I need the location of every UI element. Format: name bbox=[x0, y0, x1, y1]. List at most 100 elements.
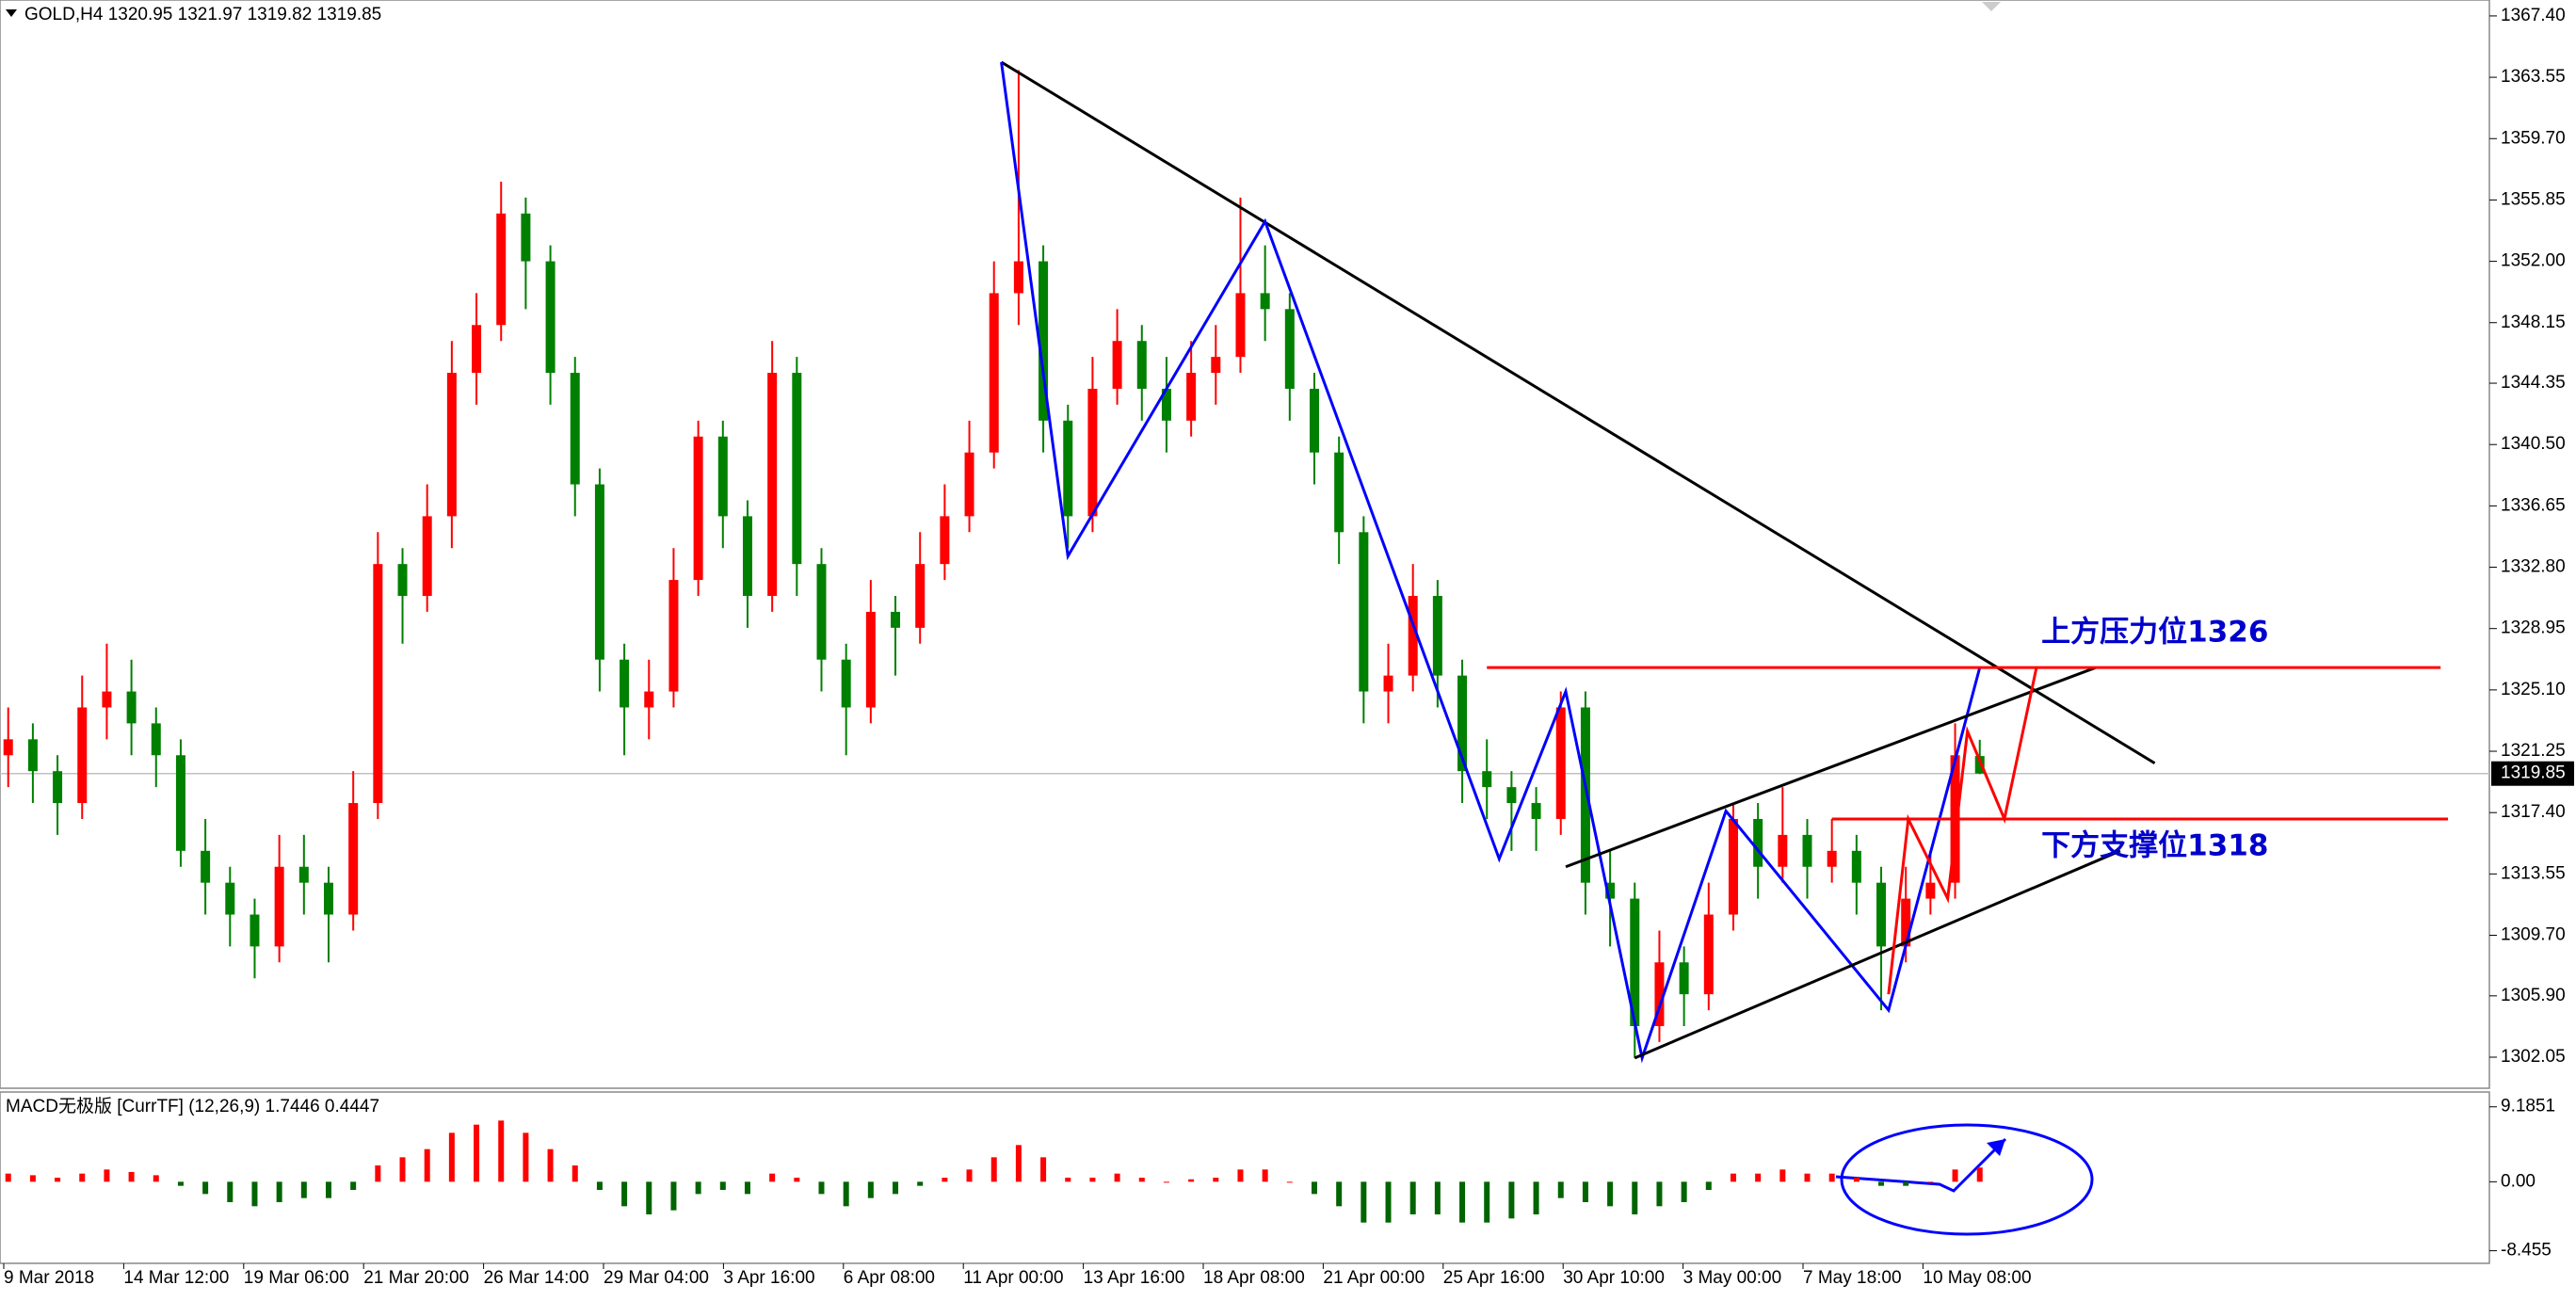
macd-bar bbox=[1927, 1181, 1934, 1183]
macd-bar bbox=[55, 1178, 61, 1182]
candle-body bbox=[570, 373, 580, 485]
macd-bar bbox=[966, 1169, 973, 1182]
trend-line bbox=[1634, 849, 2121, 1060]
macd-bar bbox=[596, 1181, 603, 1190]
candle-body bbox=[1605, 882, 1616, 899]
candle-body bbox=[1851, 850, 1861, 883]
y-tick-label: 1348.15 bbox=[2501, 313, 2566, 332]
candle-body bbox=[545, 261, 555, 374]
x-tick-label: 29 Mar 04:00 bbox=[604, 1268, 709, 1288]
macd-bar bbox=[399, 1157, 406, 1182]
candle-body bbox=[175, 755, 185, 851]
candle-body bbox=[644, 691, 654, 708]
candle-body bbox=[1136, 341, 1147, 389]
macd-bar bbox=[1015, 1145, 1022, 1182]
candle-body bbox=[865, 611, 876, 708]
candle-body bbox=[989, 293, 999, 453]
symbol-title: GOLD,H4 1320.95 1321.97 1319.82 1319.85 bbox=[24, 5, 381, 24]
macd-bar bbox=[1878, 1181, 1885, 1186]
candle-body bbox=[841, 659, 851, 708]
macd-bar bbox=[79, 1173, 86, 1182]
macd-bar bbox=[646, 1181, 652, 1214]
y-tick-label: -8.455 bbox=[2501, 1241, 2552, 1261]
macd-bar bbox=[1804, 1173, 1811, 1182]
x-tick-label: 25 Apr 16:00 bbox=[1443, 1268, 1545, 1288]
trend-line bbox=[1000, 60, 2156, 765]
candle-body bbox=[1383, 675, 1393, 692]
macd-bar bbox=[1853, 1178, 1860, 1182]
macd-bar bbox=[1459, 1181, 1466, 1223]
candle-body bbox=[1260, 293, 1270, 310]
macd-bar bbox=[818, 1181, 825, 1195]
candle-body bbox=[816, 564, 827, 660]
y-tick-label: 9.1851 bbox=[2501, 1097, 2555, 1116]
candle-body bbox=[1087, 388, 1098, 517]
candle-body bbox=[668, 580, 679, 692]
macd-bar bbox=[1237, 1169, 1244, 1182]
candle-body bbox=[102, 691, 112, 708]
y-tick-label: 1317.40 bbox=[2501, 802, 2566, 822]
candle-body bbox=[274, 866, 284, 947]
candle-body bbox=[594, 484, 604, 660]
candle-body bbox=[27, 739, 38, 772]
macd-bar bbox=[1533, 1181, 1539, 1214]
macd-bar bbox=[1952, 1169, 1958, 1182]
macd-bar bbox=[350, 1181, 357, 1190]
candle-body bbox=[1482, 771, 1492, 788]
macd-bar bbox=[1557, 1181, 1564, 1198]
macd-bar bbox=[1065, 1178, 1071, 1182]
x-tick-label: 21 Mar 20:00 bbox=[363, 1268, 469, 1288]
candle-body bbox=[201, 850, 211, 883]
candle-body bbox=[1580, 707, 1590, 883]
candle-body bbox=[767, 373, 778, 597]
candle-body bbox=[1211, 357, 1221, 374]
menu-arrow[interactable] bbox=[6, 9, 17, 17]
macd-bar bbox=[128, 1171, 135, 1182]
y-tick-label: 1363.55 bbox=[2501, 67, 2566, 87]
candle-body bbox=[1334, 452, 1344, 533]
candle-body bbox=[1876, 882, 1887, 947]
macd-title: MACD无极版 [CurrTF] (12,26,9) 1.7446 0.4447 bbox=[6, 1096, 379, 1116]
candle-body bbox=[891, 611, 901, 628]
macd-bar bbox=[1213, 1178, 1219, 1182]
x-tick-label: 10 May 08:00 bbox=[1923, 1268, 2031, 1288]
x-tick-label: 18 Apr 08:00 bbox=[1203, 1268, 1305, 1288]
macd-bar bbox=[547, 1148, 554, 1182]
x-tick-label: 14 Mar 12:00 bbox=[123, 1268, 229, 1288]
candle-body bbox=[77, 707, 88, 804]
candle-body bbox=[496, 213, 507, 326]
candle-body bbox=[964, 452, 974, 517]
candle-body bbox=[1310, 388, 1319, 453]
macd-arrow bbox=[1835, 1137, 2007, 1193]
candle-body bbox=[792, 373, 802, 565]
y-tick-label: 1305.90 bbox=[2501, 986, 2566, 1005]
y-tick-label: 1313.55 bbox=[2501, 863, 2566, 883]
macd-bar bbox=[1755, 1173, 1762, 1182]
highlight-ellipse bbox=[1840, 1123, 2094, 1236]
y-tick-label: 1367.40 bbox=[2501, 6, 2566, 25]
macd-bar bbox=[843, 1181, 849, 1207]
macd-bar bbox=[153, 1175, 159, 1182]
macd-bar bbox=[1484, 1181, 1490, 1223]
macd-bar bbox=[990, 1157, 997, 1182]
macd-bar bbox=[1409, 1181, 1416, 1214]
candle-body bbox=[422, 516, 432, 597]
candle-body bbox=[126, 691, 137, 724]
macd-bar bbox=[474, 1124, 480, 1182]
y-tick-label: 1359.70 bbox=[2501, 128, 2566, 148]
shift-marker[interactable] bbox=[1982, 2, 2001, 11]
y-tick-label: 1355.85 bbox=[2501, 189, 2566, 209]
candle-body bbox=[940, 516, 950, 565]
macd-bar bbox=[1779, 1169, 1786, 1182]
macd-bar bbox=[1040, 1157, 1047, 1182]
y-tick-label: 1325.10 bbox=[2501, 680, 2566, 699]
candle-body bbox=[151, 723, 161, 756]
x-tick-label: 3 Apr 16:00 bbox=[723, 1268, 814, 1288]
macd-bar bbox=[1730, 1173, 1736, 1182]
macd-bar bbox=[1114, 1173, 1120, 1182]
candle-body bbox=[1531, 803, 1541, 819]
y-tick-label: 1309.70 bbox=[2501, 925, 2566, 945]
x-tick-label: 30 Apr 10:00 bbox=[1563, 1268, 1665, 1288]
macd-bar bbox=[1681, 1181, 1687, 1202]
